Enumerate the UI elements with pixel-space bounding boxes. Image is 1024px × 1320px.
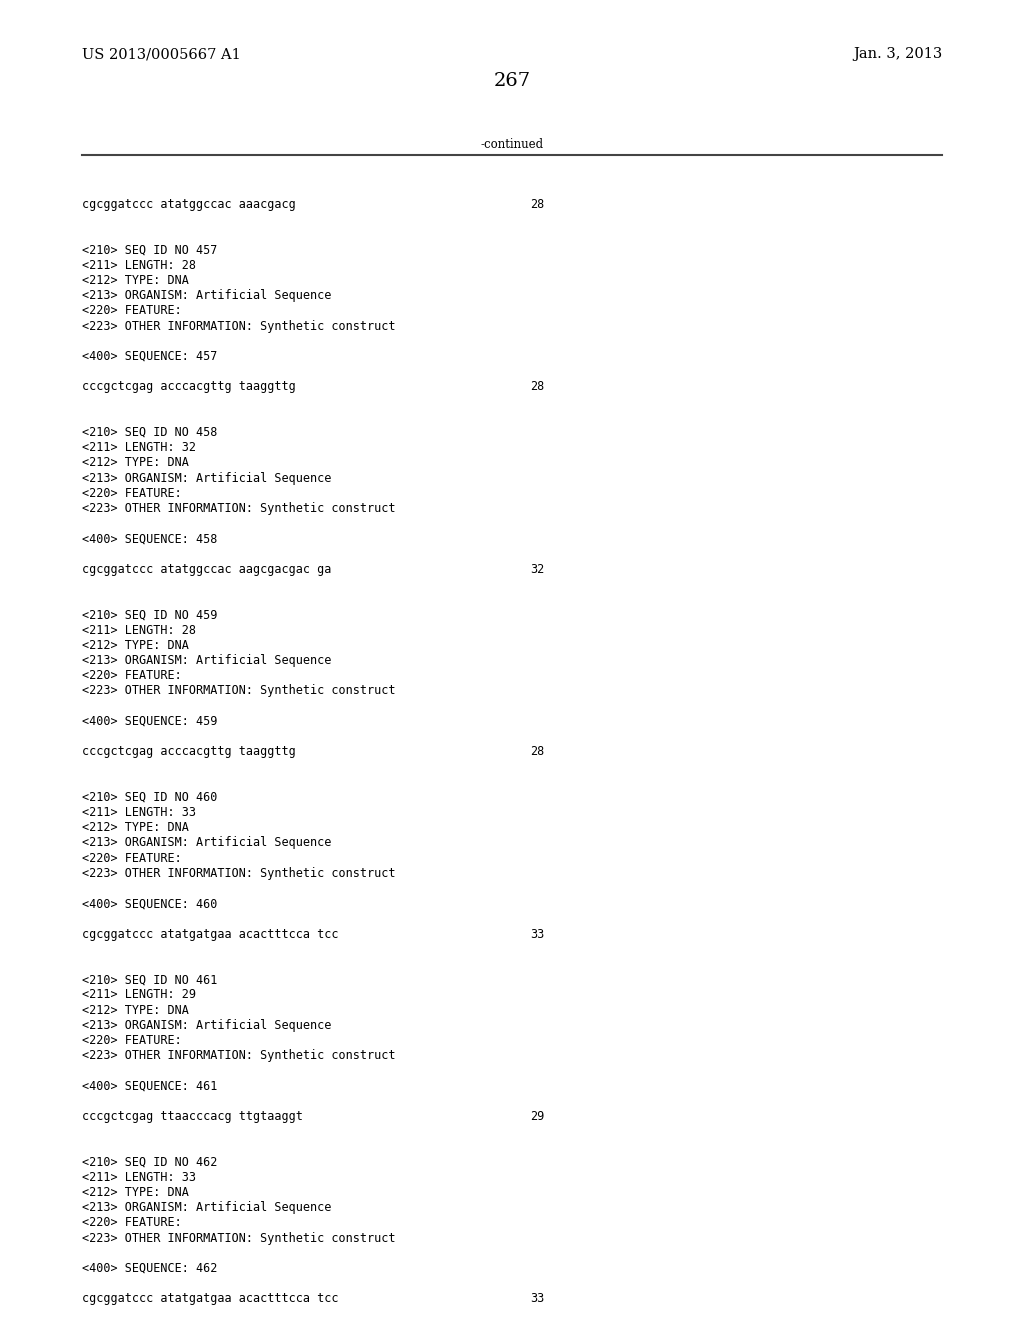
Text: <211> LENGTH: 28: <211> LENGTH: 28 (82, 259, 196, 272)
Text: <400> SEQUENCE: 457: <400> SEQUENCE: 457 (82, 350, 217, 363)
Text: <220> FEATURE:: <220> FEATURE: (82, 851, 181, 865)
Text: <213> ORGANISM: Artificial Sequence: <213> ORGANISM: Artificial Sequence (82, 1019, 332, 1032)
Text: Jan. 3, 2013: Jan. 3, 2013 (853, 48, 942, 61)
Text: <211> LENGTH: 32: <211> LENGTH: 32 (82, 441, 196, 454)
Text: cgcggatccc atatggccac aaacgacg: cgcggatccc atatggccac aaacgacg (82, 198, 296, 211)
Text: cccgctcgag acccacgttg taaggttg: cccgctcgag acccacgttg taaggttg (82, 746, 296, 758)
Text: <211> LENGTH: 29: <211> LENGTH: 29 (82, 989, 196, 1002)
Text: <213> ORGANISM: Artificial Sequence: <213> ORGANISM: Artificial Sequence (82, 653, 332, 667)
Text: 28: 28 (530, 746, 544, 758)
Text: <213> ORGANISM: Artificial Sequence: <213> ORGANISM: Artificial Sequence (82, 289, 332, 302)
Text: <400> SEQUENCE: 460: <400> SEQUENCE: 460 (82, 898, 217, 911)
Text: <223> OTHER INFORMATION: Synthetic construct: <223> OTHER INFORMATION: Synthetic const… (82, 319, 395, 333)
Text: <220> FEATURE:: <220> FEATURE: (82, 1034, 181, 1047)
Text: <400> SEQUENCE: 461: <400> SEQUENCE: 461 (82, 1080, 217, 1093)
Text: <220> FEATURE:: <220> FEATURE: (82, 669, 181, 682)
Text: cccgctcgag ttaacccacg ttgtaaggt: cccgctcgag ttaacccacg ttgtaaggt (82, 1110, 303, 1123)
Text: <223> OTHER INFORMATION: Synthetic construct: <223> OTHER INFORMATION: Synthetic const… (82, 1232, 395, 1245)
Text: <223> OTHER INFORMATION: Synthetic construct: <223> OTHER INFORMATION: Synthetic const… (82, 502, 395, 515)
Text: <212> TYPE: DNA: <212> TYPE: DNA (82, 821, 188, 834)
Text: <210> SEQ ID NO 461: <210> SEQ ID NO 461 (82, 973, 217, 986)
Text: <400> SEQUENCE: 459: <400> SEQUENCE: 459 (82, 715, 217, 727)
Text: <210> SEQ ID NO 460: <210> SEQ ID NO 460 (82, 791, 217, 804)
Text: <213> ORGANISM: Artificial Sequence: <213> ORGANISM: Artificial Sequence (82, 471, 332, 484)
Text: cccgctcgag acccacgttg taaggttg: cccgctcgag acccacgttg taaggttg (82, 380, 296, 393)
Text: <210> SEQ ID NO 459: <210> SEQ ID NO 459 (82, 609, 217, 622)
Text: <211> LENGTH: 33: <211> LENGTH: 33 (82, 1171, 196, 1184)
Text: <223> OTHER INFORMATION: Synthetic construct: <223> OTHER INFORMATION: Synthetic const… (82, 684, 395, 697)
Text: 28: 28 (530, 380, 544, 393)
Text: <210> SEQ ID NO 462: <210> SEQ ID NO 462 (82, 1155, 217, 1168)
Text: <400> SEQUENCE: 458: <400> SEQUENCE: 458 (82, 532, 217, 545)
Text: <212> TYPE: DNA: <212> TYPE: DNA (82, 457, 188, 470)
Text: <213> ORGANISM: Artificial Sequence: <213> ORGANISM: Artificial Sequence (82, 1201, 332, 1214)
Text: <212> TYPE: DNA: <212> TYPE: DNA (82, 1003, 188, 1016)
Text: 29: 29 (530, 1110, 544, 1123)
Text: <211> LENGTH: 28: <211> LENGTH: 28 (82, 623, 196, 636)
Text: <212> TYPE: DNA: <212> TYPE: DNA (82, 275, 188, 286)
Text: US 2013/0005667 A1: US 2013/0005667 A1 (82, 48, 241, 61)
Text: 33: 33 (530, 1292, 544, 1305)
Text: <223> OTHER INFORMATION: Synthetic construct: <223> OTHER INFORMATION: Synthetic const… (82, 867, 395, 880)
Text: cgcggatccc atatgatgaa acactttcca tcc: cgcggatccc atatgatgaa acactttcca tcc (82, 928, 339, 941)
Text: <400> SEQUENCE: 462: <400> SEQUENCE: 462 (82, 1262, 217, 1275)
Text: <210> SEQ ID NO 458: <210> SEQ ID NO 458 (82, 426, 217, 440)
Text: <223> OTHER INFORMATION: Synthetic construct: <223> OTHER INFORMATION: Synthetic const… (82, 1049, 395, 1063)
Text: cgcggatccc atatgatgaa acactttcca tcc: cgcggatccc atatgatgaa acactttcca tcc (82, 1292, 339, 1305)
Text: 32: 32 (530, 562, 544, 576)
Text: <220> FEATURE:: <220> FEATURE: (82, 487, 181, 500)
Text: <211> LENGTH: 33: <211> LENGTH: 33 (82, 807, 196, 818)
Text: <213> ORGANISM: Artificial Sequence: <213> ORGANISM: Artificial Sequence (82, 837, 332, 849)
Text: 33: 33 (530, 928, 544, 941)
Text: <220> FEATURE:: <220> FEATURE: (82, 305, 181, 317)
Text: -continued: -continued (480, 139, 544, 150)
Text: <220> FEATURE:: <220> FEATURE: (82, 1217, 181, 1229)
Text: 267: 267 (494, 73, 530, 90)
Text: <212> TYPE: DNA: <212> TYPE: DNA (82, 1185, 188, 1199)
Text: <212> TYPE: DNA: <212> TYPE: DNA (82, 639, 188, 652)
Text: <210> SEQ ID NO 457: <210> SEQ ID NO 457 (82, 244, 217, 256)
Text: 28: 28 (530, 198, 544, 211)
Text: cgcggatccc atatggccac aagcgacgac ga: cgcggatccc atatggccac aagcgacgac ga (82, 562, 332, 576)
